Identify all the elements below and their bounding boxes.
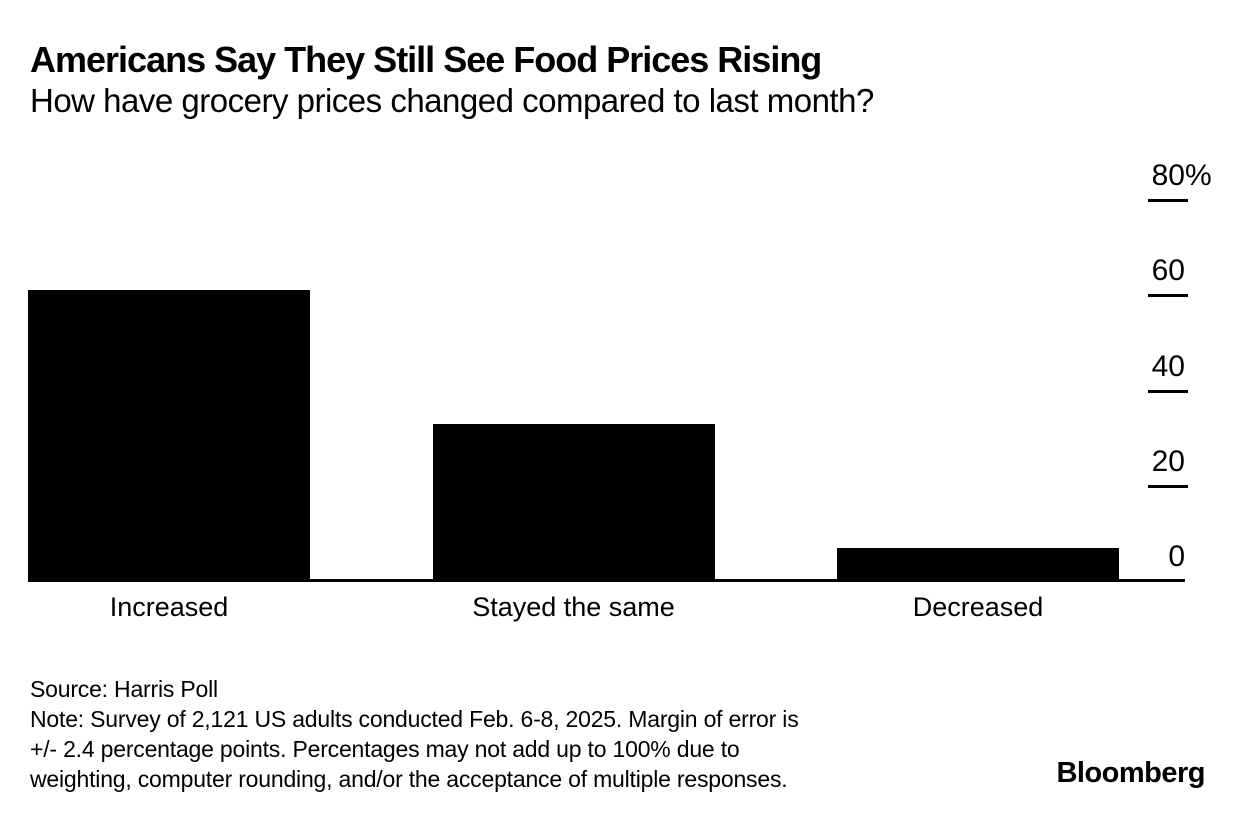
- bar-increased: [28, 290, 310, 581]
- category-label: Stayed the same: [472, 592, 675, 622]
- chart-subtitle: How have grocery prices changed compared…: [30, 82, 874, 119]
- bloomberg-logo: Bloomberg: [1056, 757, 1205, 789]
- y-axis-tick: [1148, 199, 1188, 202]
- y-axis-unit: %: [1185, 159, 1212, 192]
- x-axis-line: [28, 579, 1185, 582]
- y-axis-label: 40: [1151, 349, 1185, 383]
- note-line: weighting, computer rounding, and/or the…: [30, 766, 788, 792]
- bar-stayed-the-same: [432, 423, 715, 581]
- source-text: Source: Harris Poll: [30, 676, 218, 702]
- note-text: Note: Survey of 2,121 US adults conducte…: [30, 704, 799, 794]
- y-axis-tick: [1148, 389, 1188, 393]
- note-line: +/- 2.4 percentage points. Percentages m…: [30, 736, 740, 762]
- y-axis-tick: [1148, 294, 1188, 298]
- note-line: Note: Survey of 2,121 US adults conducte…: [30, 706, 799, 732]
- category-label: Increased: [109, 592, 229, 622]
- bar-decreased: [837, 547, 1119, 581]
- y-axis-label: 0: [1168, 540, 1185, 573]
- y-axis-label: 60: [1151, 254, 1185, 288]
- category-label: Decreased: [912, 592, 1044, 622]
- chart-title: Americans Say They Still See Food Prices…: [30, 39, 822, 80]
- footer: Source: Harris Poll Note: Survey of 2,12…: [30, 674, 799, 794]
- y-axis-label: 20: [1151, 444, 1185, 478]
- y-axis-label: 80%: [1151, 159, 1212, 192]
- y-axis-tick: [1148, 484, 1188, 488]
